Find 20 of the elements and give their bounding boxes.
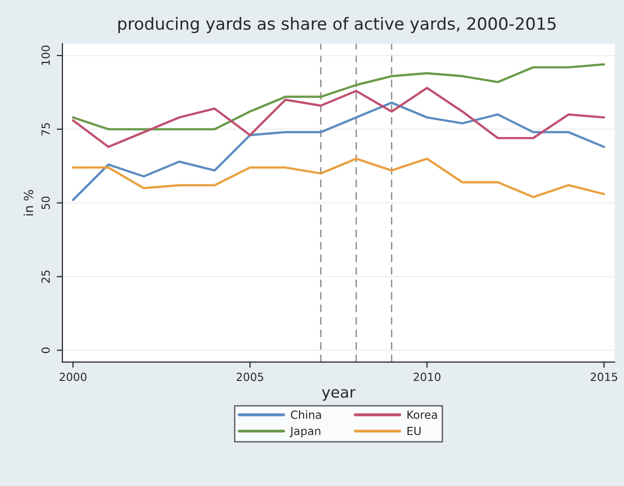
y-tick-label: 25 (41, 270, 50, 283)
x-axis-title: year (322, 389, 356, 401)
legend-label: Korea (408, 410, 437, 419)
line-series (72, 102, 606, 202)
line-series (72, 63, 606, 130)
legend-label: China (290, 410, 321, 419)
legend-label: Japan (290, 426, 320, 438)
x-tick-label: 2000 (60, 372, 86, 382)
x-tick-label: 2005 (236, 372, 264, 382)
y-tick-label: 75 (42, 123, 50, 136)
legend-label: EU (408, 426, 421, 436)
x-tick-label: 2015 (590, 372, 618, 382)
y-tick-label: 100 (41, 46, 50, 65)
y-tick-label: 50 (41, 196, 50, 210)
line-series (72, 158, 606, 198)
y-tick-label: 0 (41, 347, 50, 354)
x-tick-label: 2010 (414, 372, 440, 382)
line-series (72, 86, 606, 148)
y-axis-title: in % (24, 190, 34, 216)
chart-title: producing yards as share of active yards, 2000-2015 (118, 17, 556, 34)
